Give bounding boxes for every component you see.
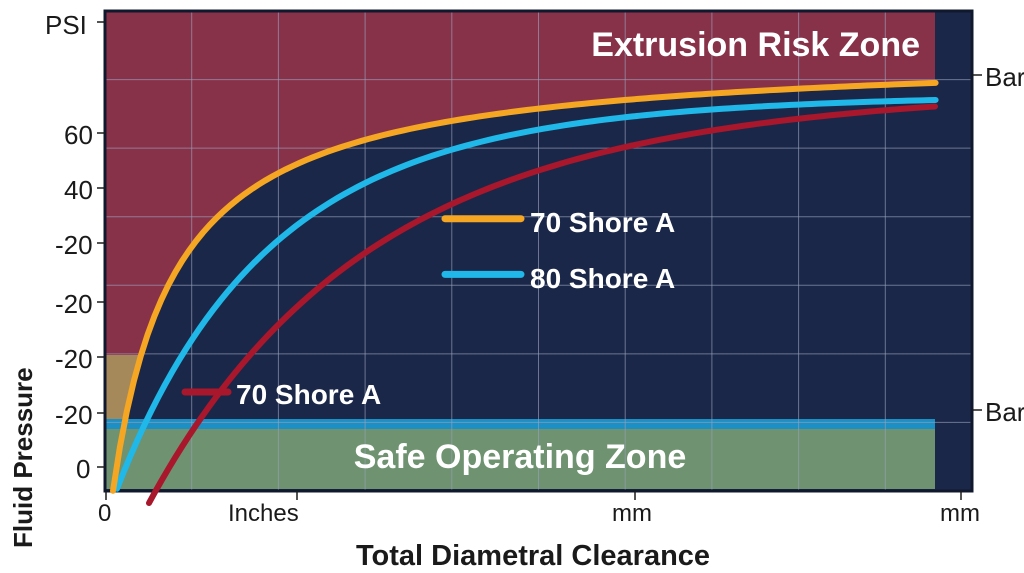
svg-text:Extrusion Risk Zone: Extrusion Risk Zone (591, 26, 920, 64)
svg-text:70 Shore A: 70 Shore A (530, 207, 675, 238)
svg-text:70 Shore A: 70 Shore A (236, 379, 381, 410)
svg-text:Safe Operating Zone: Safe Operating Zone (354, 438, 687, 476)
svg-text:80 Shore A: 80 Shore A (530, 263, 675, 294)
